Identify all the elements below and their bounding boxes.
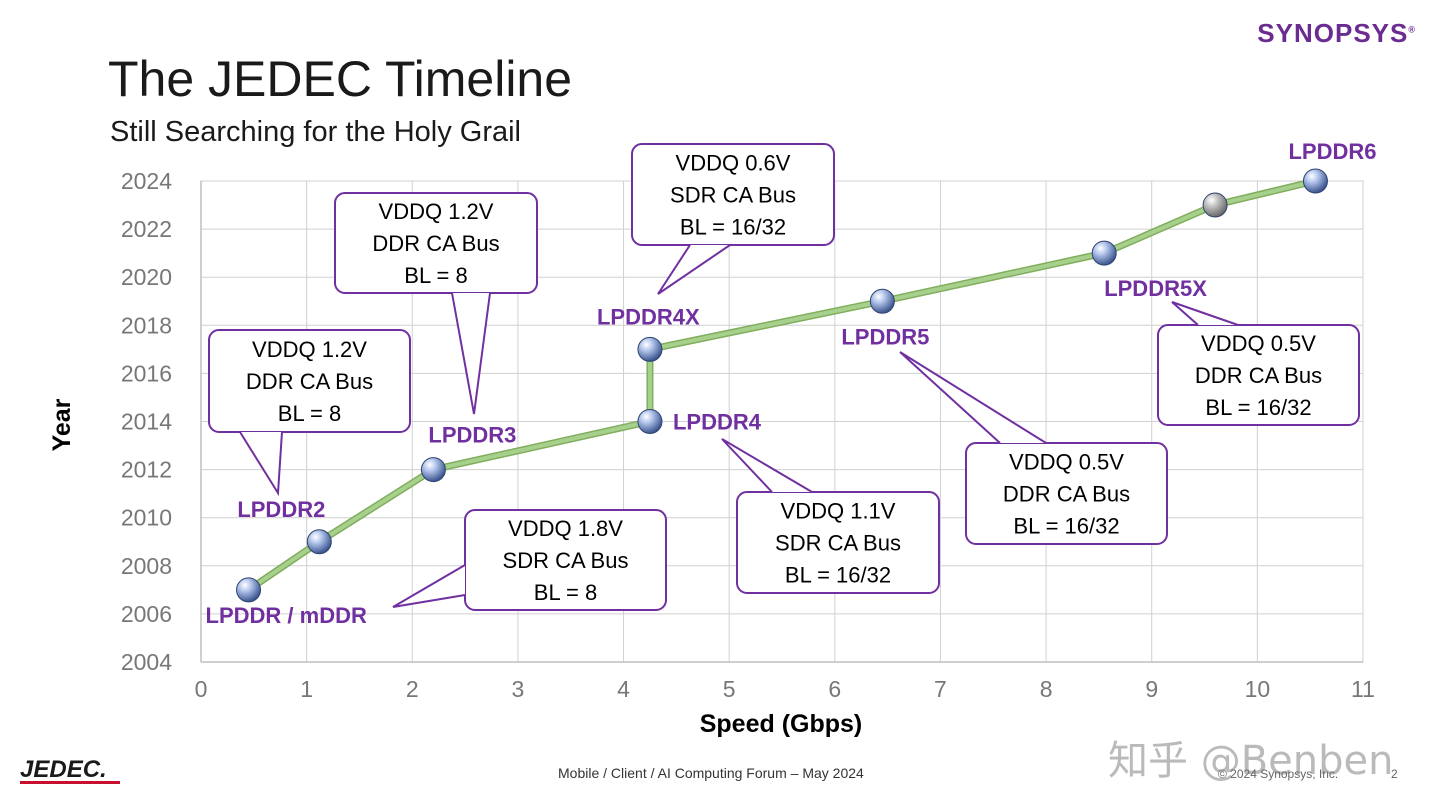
data-point [1202, 192, 1228, 218]
callout-pointer [392, 564, 466, 608]
data-point [637, 336, 663, 362]
callout-frame [965, 442, 1168, 545]
callout-line: VDDQ 1.2V [252, 337, 367, 362]
data-point [420, 457, 446, 483]
callout-line: DDR CA Bus [1195, 363, 1322, 388]
footer-text: Mobile / Client / AI Computing Forum – M… [558, 765, 864, 781]
point-label: LPDDR / mDDR [206, 603, 367, 628]
callout-line: DDR CA Bus [372, 231, 499, 256]
callout-box: VDDQ 0.5V DDR CA Bus BL = 16/32 [1157, 301, 1360, 426]
point-label: LPDDR4X [597, 304, 700, 329]
point-label: LPDDR5X [1104, 276, 1207, 301]
y-tick-label: 2012 [121, 457, 172, 483]
callout-pointer [451, 292, 491, 415]
callout-line: DDR CA Bus [246, 369, 373, 394]
y-tick-label: 2004 [121, 649, 172, 675]
y-tick-label: 2020 [121, 264, 172, 290]
jedec-logo: JEDEC. [20, 756, 107, 784]
callout-pointer [721, 438, 813, 493]
callout-pointer [657, 244, 731, 295]
x-tick-label: 8 [1040, 676, 1053, 702]
callout-pointer [899, 351, 1047, 444]
callout-frame [1157, 324, 1360, 426]
callout-frame [736, 491, 940, 594]
x-tick-label: 7 [934, 676, 947, 702]
x-tick-label: 3 [512, 676, 525, 702]
y-tick-label: 2024 [121, 168, 172, 194]
callout-box: VDDQ 1.2V DDR CA Bus BL = 8 [208, 329, 411, 497]
callout-line: BL = 16/32 [1205, 395, 1311, 420]
point-label: LPDDR6 [1288, 139, 1376, 164]
callout-line: BL = 8 [534, 580, 597, 605]
page-number: 2 [1391, 767, 1398, 781]
y-tick-label: 2006 [121, 601, 172, 627]
x-tick-label: 11 [1351, 676, 1375, 702]
callout-line: VDDQ 0.6V [676, 151, 791, 176]
jedec-logo-swoosh [20, 781, 120, 784]
point-label: LPDDR2 [237, 497, 325, 522]
x-tick-label: 6 [828, 676, 841, 702]
callout-line: SDR CA Bus [775, 531, 901, 556]
callout-line: VDDQ 1.1V [781, 499, 896, 524]
callout-pointer-fill [452, 293, 490, 414]
x-tick-label: 5 [723, 676, 736, 702]
data-point [1091, 240, 1117, 266]
y-axis-title: Year [48, 398, 76, 451]
callout-box: VDDQ 1.1V SDR CA Bus BL = 16/32 [721, 438, 940, 594]
callout-line: BL = 16/32 [680, 215, 786, 240]
callout-line: SDR CA Bus [503, 548, 629, 573]
watermark: 知乎 @Benben [1108, 738, 1394, 784]
y-tick-label: 2008 [121, 553, 172, 579]
copyright: © 2024 Synopsys, Inc. [1218, 767, 1339, 781]
callout-box: VDDQ 1.8V SDR CA Bus BL = 8 [392, 509, 667, 611]
y-tick-label: 2016 [121, 360, 172, 386]
callout-pointer [1171, 301, 1239, 326]
callout-box: VDDQ 0.5V DDR CA Bus BL = 16/32 [899, 351, 1168, 545]
x-tick-label: 9 [1145, 676, 1158, 702]
slide-subtitle: Still Searching for the Holy Grail [110, 116, 521, 148]
slide-title: The JEDEC Timeline [108, 51, 573, 107]
callout-line: BL = 16/32 [1013, 514, 1119, 539]
x-tick-label: 1 [300, 676, 313, 702]
data-point [1302, 168, 1328, 194]
callout-line: BL = 8 [278, 401, 341, 426]
x-tick-label: 2 [406, 676, 419, 702]
callout-line: SDR CA Bus [670, 183, 796, 208]
callout-box: VDDQ 0.6V SDR CA Bus BL = 16/32 [631, 143, 835, 295]
brand-text: SYNOPSYS [1257, 18, 1409, 48]
callout-frame [631, 143, 835, 246]
callout-frame [334, 192, 538, 294]
point-label: LPDDR5 [841, 324, 929, 349]
x-tick-label: 0 [195, 676, 208, 702]
point-label: LPDDR3 [428, 423, 516, 448]
y-tick-label: 2010 [121, 505, 172, 531]
y-tick-label: 2022 [121, 216, 172, 242]
data-point [869, 288, 895, 314]
synopsys-logo: SYNOPSYS® [1257, 18, 1416, 48]
jedec-logo-text: JEDEC. [20, 756, 107, 783]
callout-line: VDDQ 1.8V [508, 516, 623, 541]
x-tick-label: 4 [617, 676, 630, 702]
data-point [236, 577, 262, 603]
callout-line: VDDQ 0.5V [1009, 450, 1124, 475]
callout-line: VDDQ 0.5V [1201, 331, 1316, 356]
y-tick-label: 2018 [121, 312, 172, 338]
callout-box: VDDQ 1.2V DDR CA Bus BL = 8 [334, 192, 538, 415]
callout-frame [208, 329, 411, 433]
data-point [637, 409, 663, 434]
callout-frame [464, 509, 667, 611]
x-axis-title: Speed (Gbps) [700, 710, 863, 738]
data-point [306, 529, 332, 555]
y-tick-label: 2014 [121, 409, 172, 435]
callout-line: VDDQ 1.2V [379, 199, 494, 224]
callout-pointer [239, 431, 283, 497]
callout-line: BL = 16/32 [785, 563, 891, 588]
callout-line: BL = 8 [404, 263, 467, 288]
x-tick-label: 10 [1245, 676, 1271, 702]
point-label: LPDDR4 [673, 410, 762, 435]
callout-line: DDR CA Bus [1003, 482, 1130, 507]
